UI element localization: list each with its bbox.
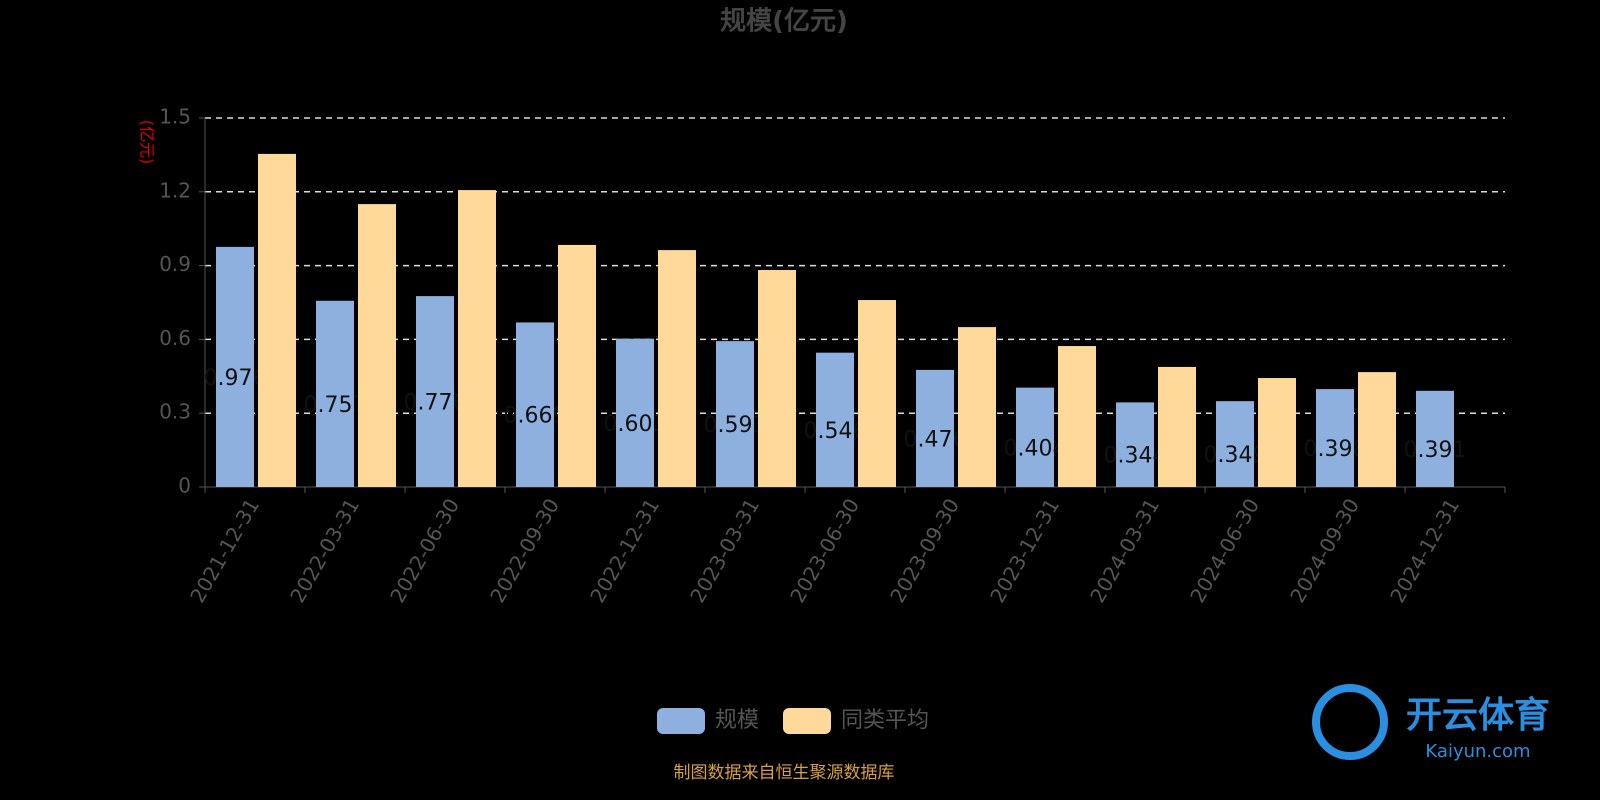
bar <box>1316 389 1354 487</box>
watermark-sub: Kaiyun.com <box>1425 741 1530 762</box>
bar <box>358 204 396 487</box>
value-label: 0.593 <box>704 413 767 438</box>
bar <box>458 190 496 487</box>
bar <box>716 341 754 487</box>
value-label: 0.391 <box>1404 438 1467 463</box>
y-tick-label: 0.6 <box>159 326 191 350</box>
value-label: 0.776 <box>404 391 467 416</box>
bar <box>1258 378 1296 487</box>
y-axis-label: (亿元) <box>138 120 157 165</box>
bar <box>216 246 254 487</box>
legend-label: 同类平均 <box>841 708 929 733</box>
value-label: 0.404 <box>1004 436 1067 461</box>
y-tick-label: 0.9 <box>159 252 191 276</box>
bar <box>1016 387 1054 487</box>
value-label: 0.349 <box>1204 443 1267 468</box>
bar <box>958 327 996 487</box>
watermark: 开云体育 <box>1406 695 1550 736</box>
chart-title: 规模(亿元) <box>720 7 848 37</box>
legend-swatch <box>657 708 705 734</box>
value-label: 0.344 <box>1104 444 1167 469</box>
value-label: 0.669 <box>504 404 567 429</box>
bar <box>1158 366 1196 487</box>
bar <box>258 153 296 487</box>
bar <box>1116 402 1154 487</box>
bar <box>416 296 454 487</box>
source-note: 制图数据来自恒生聚源数据库 <box>674 763 895 783</box>
bar <box>758 270 796 487</box>
legend-label: 规模 <box>715 708 759 733</box>
bar <box>658 250 696 487</box>
value-label: 0.546 <box>804 419 867 444</box>
value-label: 0.476 <box>904 427 967 452</box>
bar <box>616 338 654 487</box>
bar <box>1416 390 1454 487</box>
bar <box>916 369 954 487</box>
bar <box>516 322 554 487</box>
legend-swatch <box>783 708 831 734</box>
y-tick-label: 1.5 <box>159 105 191 129</box>
bar <box>1358 372 1396 487</box>
bar <box>558 244 596 487</box>
bar <box>1058 346 1096 487</box>
bar <box>858 300 896 487</box>
value-label: 0.603 <box>604 412 667 437</box>
y-tick-label: 0 <box>178 474 191 498</box>
bar <box>816 352 854 487</box>
y-tick-label: 1.2 <box>159 178 191 202</box>
watermark-logo <box>1312 684 1388 760</box>
y-tick-label: 0.3 <box>159 400 191 424</box>
value-label: 0.398 <box>1304 437 1367 462</box>
value-label: 0.976 <box>204 366 267 391</box>
value-label: 0.757 <box>304 393 367 418</box>
bar <box>316 300 354 487</box>
bar <box>1216 401 1254 487</box>
